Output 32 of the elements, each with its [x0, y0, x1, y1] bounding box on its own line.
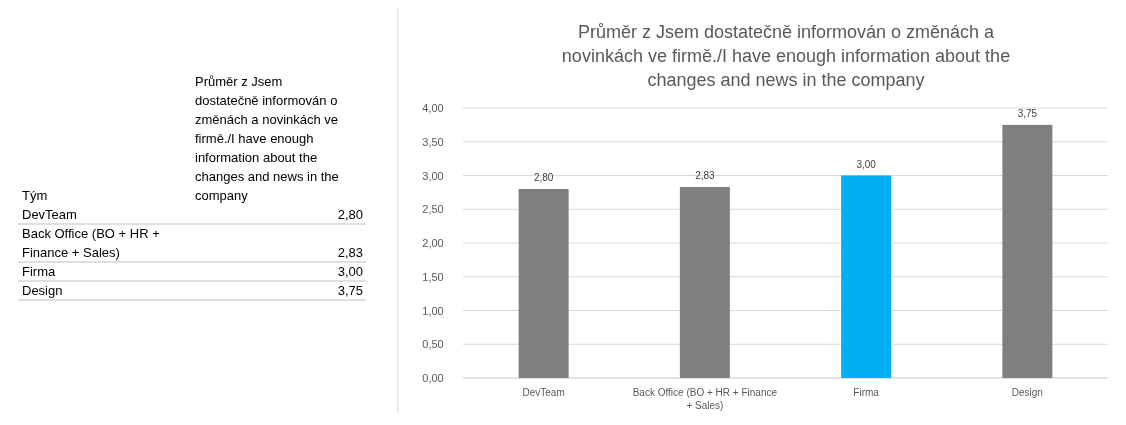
bar [679, 186, 730, 378]
category-label: Firma [22, 264, 56, 279]
bar [518, 189, 569, 378]
y-tick-label: 0,50 [422, 338, 444, 351]
bar [841, 175, 892, 378]
y-tick-label: 3,50 [422, 135, 444, 148]
y-tick-label: 2,50 [422, 203, 444, 216]
category-label: DevTeam [22, 207, 77, 222]
chart-title: Průměr z Jsem dostatečně informován o změnách a novinkách ve firmě./I have enough information about the changes and news in the company [561, 22, 1011, 90]
y-tick-label: 3,00 [422, 169, 444, 182]
data-label: 3,75 [1017, 107, 1038, 119]
bar [1002, 124, 1053, 378]
y-tick-label: 0,00 [422, 372, 444, 384]
category-label: Back Office (BO + HR + Finance + Sales) [22, 226, 160, 260]
data-label: 2,80 [533, 172, 554, 183]
x-tick-label: Firma [853, 387, 880, 398]
text: 3,75 [337, 283, 363, 298]
x-tick-label: DevTeam [522, 387, 565, 398]
x-tick-label: Back Office (BO + HR + Finance + Sales) [632, 387, 778, 411]
text: Tým [22, 188, 48, 203]
text: 2,80 [337, 207, 363, 222]
data-label: 3,00 [856, 158, 877, 170]
x-tick-label: Design [1011, 387, 1043, 398]
y-tick-label: 1,00 [422, 304, 444, 317]
text: Průměr z Jsem dostatečně informován o změnách a novinkách ve firmě./I have enough information about the changes and news in the company [195, 74, 339, 203]
y-tick-label: 1,50 [422, 270, 444, 283]
text: 2,83 [337, 245, 363, 260]
y-tick-label: 4,00 [422, 102, 444, 114]
y-tick-label: 2,00 [422, 237, 444, 249]
category-label: Design [22, 283, 63, 298]
data-label: 2,83 [695, 169, 716, 181]
text: 3,00 [337, 264, 363, 279]
